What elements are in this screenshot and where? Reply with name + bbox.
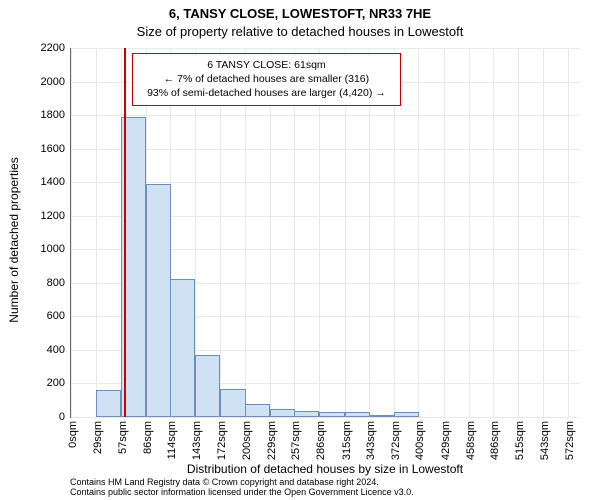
x-tick-label: 229sqm bbox=[266, 421, 278, 460]
y-axis-label-wrap: Number of detached properties bbox=[14, 48, 28, 418]
histogram-bar bbox=[270, 409, 295, 417]
annotation-line: 93% of semi-detached houses are larger (… bbox=[141, 86, 392, 100]
y-tick-label: 2200 bbox=[41, 42, 71, 54]
gridline-h bbox=[71, 149, 580, 150]
gridline-h bbox=[71, 115, 580, 116]
y-tick-label: 600 bbox=[47, 310, 71, 322]
histogram-bar bbox=[369, 415, 394, 417]
annotation-line: 6 TANSY CLOSE: 61sqm bbox=[141, 58, 392, 72]
gridline-v bbox=[469, 48, 470, 417]
y-tick-label: 200 bbox=[47, 377, 71, 389]
histogram-bar bbox=[146, 184, 171, 417]
attribution-text: Contains HM Land Registry data © Crown c… bbox=[70, 478, 580, 498]
gridline-h bbox=[71, 417, 580, 418]
x-tick-label: 372sqm bbox=[390, 421, 402, 460]
property-marker-line bbox=[124, 48, 126, 417]
histogram-bar bbox=[96, 390, 121, 417]
x-tick-label: 400sqm bbox=[414, 421, 426, 460]
x-tick-label: 0sqm bbox=[67, 421, 79, 448]
gridline-v bbox=[96, 48, 97, 417]
x-tick-label: 114sqm bbox=[166, 421, 178, 459]
x-tick-label: 429sqm bbox=[440, 421, 452, 460]
gridline-v bbox=[418, 48, 419, 417]
y-tick-label: 400 bbox=[47, 344, 71, 356]
y-tick-label: 800 bbox=[47, 277, 71, 289]
histogram-bar bbox=[170, 279, 195, 417]
annotation-line: ← 7% of detached houses are smaller (316… bbox=[141, 72, 392, 86]
gridline-v bbox=[568, 48, 569, 417]
histogram-bar bbox=[195, 355, 220, 417]
x-tick-label: 315sqm bbox=[341, 421, 353, 460]
y-tick-label: 1200 bbox=[41, 210, 71, 222]
gridline-h bbox=[71, 48, 580, 49]
y-axis-label: Number of detached properties bbox=[7, 157, 21, 322]
histogram-bar bbox=[245, 404, 270, 417]
x-tick-label: 86sqm bbox=[142, 421, 154, 454]
histogram-bar bbox=[294, 411, 319, 417]
chart-title-address: 6, TANSY CLOSE, LOWESTOFT, NR33 7HE bbox=[0, 6, 600, 21]
y-tick-label: 1800 bbox=[41, 109, 71, 121]
gridline-v bbox=[493, 48, 494, 417]
x-tick-label: 29sqm bbox=[92, 421, 104, 454]
attribution-line-2: Contains public sector information licen… bbox=[70, 488, 580, 498]
x-tick-label: 572sqm bbox=[564, 421, 576, 460]
histogram-bar bbox=[220, 389, 245, 417]
y-tick-label: 2000 bbox=[41, 76, 71, 88]
x-tick-label: 200sqm bbox=[241, 421, 253, 460]
y-tick-label: 1400 bbox=[41, 176, 71, 188]
x-tick-label: 172sqm bbox=[216, 421, 228, 460]
histogram-bar bbox=[394, 412, 419, 417]
annotation-box: 6 TANSY CLOSE: 61sqm← 7% of detached hou… bbox=[132, 53, 401, 106]
x-tick-label: 143sqm bbox=[191, 421, 203, 460]
histogram-bar bbox=[319, 412, 344, 417]
gridline-v bbox=[518, 48, 519, 417]
x-tick-label: 515sqm bbox=[514, 421, 526, 460]
x-axis-label: Distribution of detached houses by size … bbox=[70, 462, 580, 476]
gridline-v bbox=[444, 48, 445, 417]
chart-plot-area: 0200400600800100012001400160018002000220… bbox=[70, 48, 580, 418]
x-tick-label: 257sqm bbox=[290, 421, 302, 460]
y-tick-label: 1600 bbox=[41, 143, 71, 155]
gridline-v bbox=[543, 48, 544, 417]
gridline-v bbox=[71, 48, 72, 417]
y-tick-label: 1000 bbox=[41, 243, 71, 255]
histogram-bar bbox=[345, 412, 370, 417]
x-tick-label: 57sqm bbox=[117, 421, 129, 454]
x-tick-label: 486sqm bbox=[489, 421, 501, 460]
x-tick-label: 343sqm bbox=[365, 421, 377, 460]
x-tick-label: 543sqm bbox=[539, 421, 551, 460]
x-tick-label: 458sqm bbox=[465, 421, 477, 460]
chart-title-subtitle: Size of property relative to detached ho… bbox=[0, 24, 600, 39]
x-tick-label: 286sqm bbox=[315, 421, 327, 460]
